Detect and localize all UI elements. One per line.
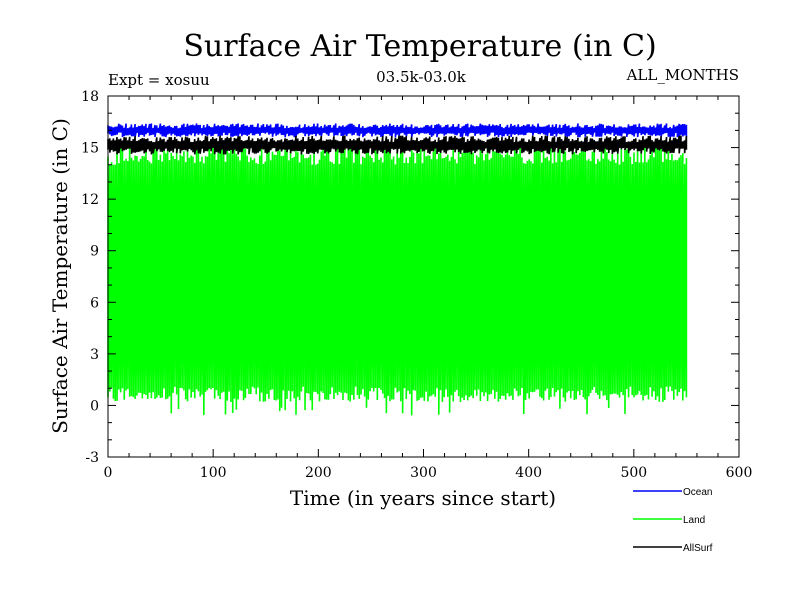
x-tick-label: 100	[200, 465, 227, 481]
x-tick-label: 300	[410, 465, 437, 481]
series-allsurf	[107, 135, 688, 155]
y-axis-label: Surface Air Temperature (in C)	[48, 118, 72, 434]
y-tick-label: 12	[81, 192, 99, 208]
y-tick-label: 9	[90, 244, 99, 260]
y-tick-label: 3	[90, 347, 99, 363]
x-tick-label: 500	[620, 465, 647, 481]
series-land	[107, 144, 688, 416]
subtitle-right: ALL_MONTHS	[626, 66, 739, 84]
y-tick-label: 6	[90, 295, 99, 311]
legend: Ocean Land AllSurf	[633, 487, 713, 554]
x-tick-label: 400	[515, 465, 542, 481]
y-tick-label: 18	[81, 89, 99, 105]
chart-title: Surface Air Temperature (in C)	[183, 29, 656, 64]
subtitle-center: 03.5k-03.0k	[376, 68, 467, 86]
axes-layer: 0 100 200 300 400 500 600 -3 0 3 6 9 12 15 18	[81, 89, 752, 481]
y-tick-label: -3	[85, 450, 99, 466]
series-ocean	[107, 123, 688, 138]
x-tick-label: 600	[726, 465, 753, 481]
y-tick-label: 15	[81, 141, 99, 157]
x-axis-label: Time (in years since start)	[290, 486, 556, 510]
legend-label-ocean: Ocean	[683, 487, 712, 498]
subtitle-left: Expt = xosuu	[108, 71, 210, 89]
series-layer	[107, 123, 688, 416]
legend-label-allsurf: AllSurf	[683, 543, 713, 554]
legend-label-land: Land	[683, 515, 705, 526]
x-tick-label: 0	[104, 465, 113, 481]
x-tick-label: 200	[305, 465, 332, 481]
y-tick-label: 0	[90, 398, 99, 414]
